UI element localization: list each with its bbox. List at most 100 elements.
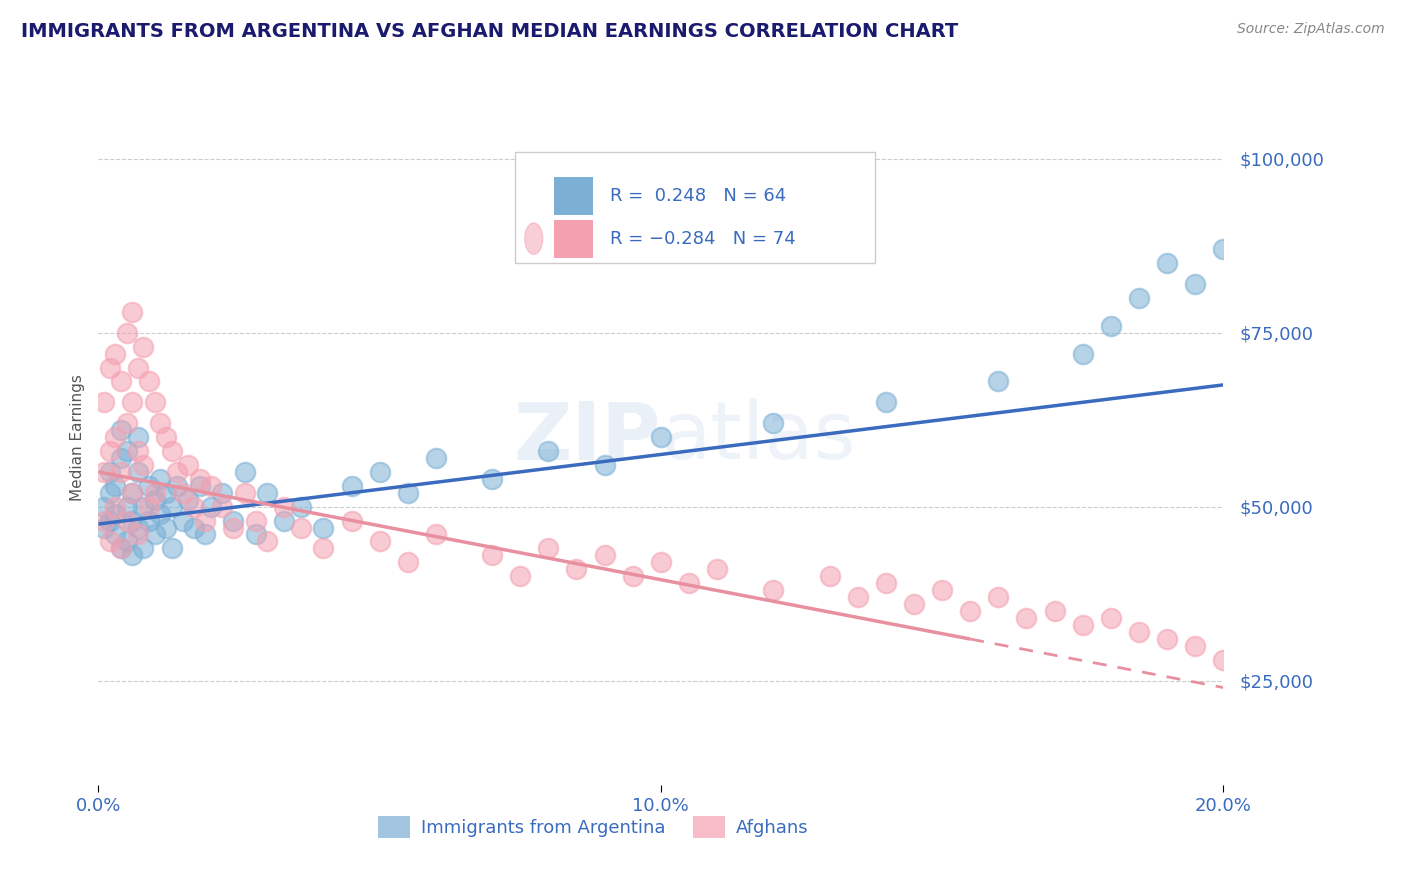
Point <box>110 541 132 556</box>
Point <box>138 514 160 528</box>
Point <box>183 500 205 514</box>
Point <box>903 597 925 611</box>
Point <box>593 549 616 563</box>
Point <box>200 479 222 493</box>
Point <box>245 514 267 528</box>
Point <box>706 562 728 576</box>
Point <box>98 534 121 549</box>
Point <box>121 305 143 319</box>
Point <box>678 576 700 591</box>
Point <box>115 416 138 430</box>
Point <box>200 500 222 514</box>
Point <box>138 500 160 514</box>
Point <box>121 485 143 500</box>
Ellipse shape <box>524 223 543 254</box>
Point <box>138 375 160 389</box>
Point <box>93 514 115 528</box>
Point <box>425 450 447 465</box>
Point <box>93 395 115 409</box>
Point <box>104 479 127 493</box>
Point <box>98 485 121 500</box>
Point <box>1043 604 1066 618</box>
Point <box>127 430 149 444</box>
Point <box>110 423 132 437</box>
Point <box>172 514 194 528</box>
Point <box>132 340 155 354</box>
Point <box>143 485 166 500</box>
Point <box>987 375 1010 389</box>
Point <box>183 520 205 534</box>
Point <box>177 492 200 507</box>
Point <box>621 569 644 583</box>
Point <box>172 485 194 500</box>
FancyBboxPatch shape <box>554 219 593 258</box>
Legend: Immigrants from Argentina, Afghans: Immigrants from Argentina, Afghans <box>371 809 815 846</box>
Point <box>93 520 115 534</box>
Text: R = −0.284   N = 74: R = −0.284 N = 74 <box>610 229 796 248</box>
Point <box>537 444 560 458</box>
Point <box>104 507 127 521</box>
Point <box>194 527 217 541</box>
Point <box>396 485 419 500</box>
Point <box>1128 624 1150 639</box>
Point <box>104 527 127 541</box>
Point <box>166 465 188 479</box>
Point <box>273 514 295 528</box>
Point <box>875 395 897 409</box>
Point <box>132 541 155 556</box>
Point <box>368 465 391 479</box>
Point <box>115 500 138 514</box>
Point <box>132 500 155 514</box>
Point <box>160 444 183 458</box>
FancyBboxPatch shape <box>554 177 593 215</box>
Point <box>149 416 172 430</box>
Point <box>121 485 143 500</box>
Point <box>110 465 132 479</box>
Point <box>93 500 115 514</box>
Point <box>762 583 785 598</box>
Point <box>138 479 160 493</box>
Text: ZIP: ZIP <box>513 398 661 476</box>
Point <box>115 514 138 528</box>
Point <box>143 527 166 541</box>
Text: IMMIGRANTS FROM ARGENTINA VS AFGHAN MEDIAN EARNINGS CORRELATION CHART: IMMIGRANTS FROM ARGENTINA VS AFGHAN MEDI… <box>21 22 959 41</box>
Point <box>211 485 233 500</box>
FancyBboxPatch shape <box>515 152 875 263</box>
Point <box>104 500 127 514</box>
Point <box>194 514 217 528</box>
Point <box>160 541 183 556</box>
Point <box>481 549 503 563</box>
Point <box>245 527 267 541</box>
Point <box>115 326 138 340</box>
Point <box>1156 632 1178 646</box>
Point <box>1099 611 1122 625</box>
Point <box>273 500 295 514</box>
Point <box>340 514 363 528</box>
Point <box>846 590 869 604</box>
Point <box>1184 639 1206 653</box>
Point <box>115 444 138 458</box>
Point <box>127 527 149 541</box>
Point <box>127 360 149 375</box>
Point <box>127 520 149 534</box>
Point <box>155 520 177 534</box>
Point <box>1212 242 1234 256</box>
Point <box>762 416 785 430</box>
Point <box>593 458 616 472</box>
Point <box>222 520 245 534</box>
Point <box>340 479 363 493</box>
Point <box>650 555 672 569</box>
Point <box>1156 256 1178 270</box>
Point <box>875 576 897 591</box>
Point <box>256 534 278 549</box>
Point <box>1128 291 1150 305</box>
Point <box>509 569 531 583</box>
Text: Source: ZipAtlas.com: Source: ZipAtlas.com <box>1237 22 1385 37</box>
Point <box>110 450 132 465</box>
Point <box>104 346 127 360</box>
Point <box>93 465 115 479</box>
Point <box>396 555 419 569</box>
Point <box>115 534 138 549</box>
Point <box>233 465 256 479</box>
Point <box>155 485 177 500</box>
